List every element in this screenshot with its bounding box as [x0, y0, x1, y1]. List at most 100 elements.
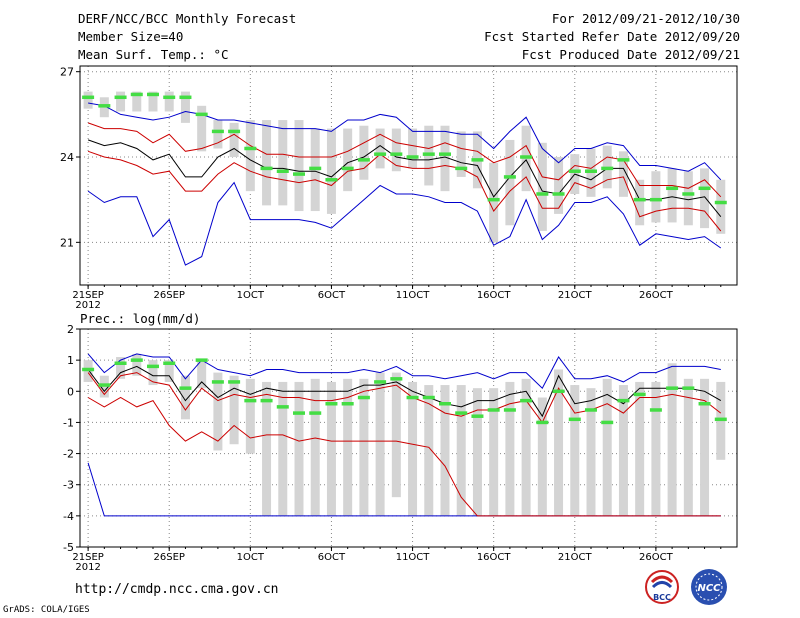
- spread-box: [537, 142, 547, 231]
- source-url[interactable]: http://cmdp.ncc.cma.gov.cn: [75, 582, 279, 597]
- x-tick-label: 6OCT: [318, 290, 346, 301]
- ensemble-mean-line: [87, 139, 722, 218]
- spread-box: [618, 385, 628, 516]
- spread-box: [294, 120, 304, 212]
- spread-box: [213, 120, 223, 149]
- x-tick-label: 11OCT: [396, 552, 431, 563]
- spread-box: [375, 372, 385, 516]
- spread-box: [229, 375, 239, 445]
- upper-spread-line: [87, 372, 722, 424]
- spread-box: [586, 388, 596, 516]
- x-tick-label: 16OCT: [477, 290, 512, 301]
- spread-box: [148, 91, 158, 112]
- grads-credit: GrADS: COLA/IGES: [3, 605, 90, 615]
- y-tick-label: -1: [63, 416, 74, 429]
- y-tick-label: 1: [67, 354, 74, 367]
- spread-box: [116, 357, 126, 379]
- x-tick-year: 2012: [75, 300, 100, 311]
- x-tick-label: 21OCT: [558, 552, 593, 563]
- spread-box: [683, 378, 693, 516]
- spread-box: [602, 378, 612, 516]
- x-tick-label: 1OCT: [237, 290, 265, 301]
- spread-box: [700, 168, 710, 229]
- spread-box: [537, 397, 547, 516]
- spread-box: [554, 157, 564, 214]
- x-tick-label: 26SEP: [154, 552, 185, 563]
- y-tick-label: -3: [63, 479, 74, 492]
- spread-box: [262, 381, 272, 516]
- y-tick-label: 2: [67, 323, 74, 336]
- spread-box: [391, 128, 401, 172]
- spread-box: [326, 381, 336, 516]
- y-tick-label: -2: [63, 448, 74, 461]
- spread-box: [505, 139, 515, 226]
- spread-box: [245, 378, 255, 454]
- spread-box: [310, 378, 320, 516]
- x-tick-label: 21SEP: [72, 290, 103, 301]
- upper-spread-line: [87, 122, 722, 198]
- spread-box: [245, 120, 255, 192]
- spread-box: [456, 385, 466, 516]
- spread-box: [667, 363, 677, 516]
- logos: BCC NCC: [645, 569, 727, 605]
- spread-box: [164, 91, 174, 112]
- chart-title: DERF/NCC/BCC Monthly Forecast: [78, 11, 297, 26]
- spread-box: [716, 179, 726, 234]
- x-tick-label: 16OCT: [477, 552, 512, 563]
- x-tick-label: 21SEP: [72, 552, 103, 563]
- ensemble-max-line: [87, 353, 721, 390]
- spread-box: [489, 388, 499, 516]
- spread-box: [213, 372, 223, 451]
- y-tick-label: -4: [63, 510, 74, 523]
- spread-box: [651, 171, 661, 223]
- spread-box: [456, 131, 466, 177]
- y-tick-label: 21: [60, 236, 74, 249]
- spread-box: [116, 91, 126, 112]
- x-tick-label: 11OCT: [396, 290, 431, 301]
- spread-box: [554, 369, 564, 516]
- spread-box: [651, 381, 661, 516]
- spread-box: [424, 385, 434, 516]
- variable-label: Mean Surf. Temp.: °C: [78, 47, 229, 62]
- spread-box: [667, 168, 677, 223]
- spread-box: [83, 91, 93, 109]
- spread-box: [375, 128, 385, 169]
- spread-box: [180, 91, 190, 123]
- x-tick-year: 2012: [75, 562, 100, 573]
- spread-box: [278, 381, 288, 516]
- spread-box: [359, 125, 369, 180]
- spread-box: [391, 372, 401, 498]
- spread-box: [359, 378, 369, 516]
- spread-box: [197, 360, 207, 389]
- lower-spread-line: [87, 396, 721, 517]
- member-size: Member Size=40: [78, 29, 184, 44]
- spread-box: [164, 360, 174, 382]
- spread-box: [343, 378, 353, 516]
- spread-box: [683, 171, 693, 226]
- spread-box: [505, 381, 515, 516]
- produced-date: Fcst Produced Date 2012/09/21: [521, 47, 740, 62]
- y-tick-label: -5: [63, 541, 74, 554]
- x-tick-label: 26OCT: [639, 290, 674, 301]
- x-tick-label: 26SEP: [154, 290, 185, 301]
- x-tick-label: 1OCT: [237, 552, 265, 563]
- bcc-logo: BCC: [645, 570, 679, 604]
- spread-box: [197, 105, 207, 152]
- spread-box: [148, 360, 158, 386]
- ensemble-max-line: [88, 102, 722, 181]
- bcc-logo-text: BCC: [653, 593, 671, 602]
- spread-box: [408, 128, 418, 169]
- spread-box: [180, 375, 190, 420]
- spread-box: [618, 151, 628, 197]
- plot-frame: [79, 328, 738, 548]
- refer-date: Fcst Started Refer Date 2012/09/20: [484, 29, 740, 44]
- spread-box: [440, 385, 450, 516]
- spread-box: [132, 91, 142, 112]
- spread-box: [229, 122, 239, 158]
- ensemble-min-line: [87, 181, 722, 266]
- ensemble-mean-line: [87, 365, 722, 418]
- forecast-period: For 2012/09/21-2012/10/30: [551, 11, 740, 26]
